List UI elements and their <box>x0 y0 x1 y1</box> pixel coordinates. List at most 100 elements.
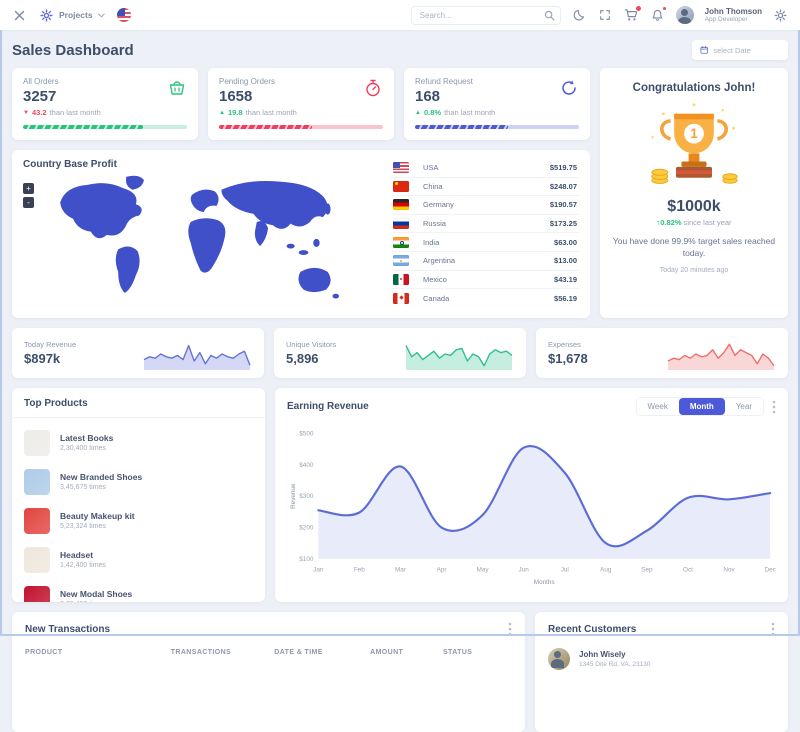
progress-bar <box>219 125 383 129</box>
us-flag-icon <box>393 162 409 174</box>
country-row: USA $519.75 <box>391 159 579 178</box>
in-flag-icon <box>393 236 409 248</box>
product-thumbnail <box>24 468 50 495</box>
close-icon[interactable] <box>12 8 27 23</box>
country-value: $43.19 <box>554 274 577 284</box>
stat-value: 1658 <box>219 88 253 105</box>
country-name: Russia <box>423 219 446 229</box>
mini-label: Expenses <box>548 340 581 349</box>
trophy-illustration: 1 <box>651 103 738 184</box>
de-flag-icon <box>393 199 409 211</box>
congrats-delta: ↑0.82% since last year <box>656 218 732 227</box>
top-products-title: Top Products <box>24 398 88 409</box>
settings-icon[interactable] <box>773 8 788 23</box>
user-avatar[interactable] <box>675 6 694 24</box>
date-input[interactable] <box>713 45 780 55</box>
mini-label: Today Revenue <box>24 340 77 349</box>
svg-text:Revenue: Revenue <box>290 483 297 509</box>
kebab-menu-icon[interactable] <box>508 622 512 636</box>
us-flag-icon[interactable] <box>116 8 131 22</box>
svg-text:$400: $400 <box>299 462 314 469</box>
congratulations-card: Congratulations John! 1 $1000k ↑0.82 <box>600 68 788 318</box>
gear-icon <box>39 8 54 23</box>
country-name: India <box>423 237 440 247</box>
product-thumbnail <box>24 585 50 602</box>
moon-icon[interactable] <box>572 8 587 23</box>
tab-week[interactable]: Week <box>636 398 679 415</box>
bell-badge <box>661 5 667 11</box>
congrats-title: Congratulations John! <box>632 82 756 94</box>
product-list-item[interactable]: New Branded Shoes 3,45,675 times <box>24 462 253 501</box>
product-thumbnail <box>24 429 50 456</box>
user-menu[interactable]: John Thomson App Developer <box>705 7 762 24</box>
map-zoom-out-button[interactable]: - <box>23 197 34 208</box>
new-transactions-title: New Transactions <box>25 623 111 635</box>
kebab-menu-icon[interactable] <box>771 622 775 636</box>
column-header: TRANSACTIONS <box>170 649 232 656</box>
tab-year[interactable]: Year <box>724 398 763 415</box>
bell-icon[interactable] <box>650 5 667 23</box>
country-list: USA $519.75 China $248.07 Germany $190.57 Russ… <box>391 159 579 309</box>
tab-month[interactable]: Month <box>678 398 725 415</box>
product-list-item[interactable]: Beauty Makeup kit 5,23,324 times <box>24 501 253 540</box>
stat-label: Pending Orders <box>219 77 276 86</box>
product-count: 3,45,675 times <box>60 484 106 491</box>
product-list-item[interactable]: New Modal Shoes 2,35,400 times <box>24 579 253 602</box>
recent-customers-card: Recent Customers John Wisely 1345 Dite R… <box>535 612 788 732</box>
svg-text:Months: Months <box>534 579 555 586</box>
earning-revenue-card: Earning Revenue Week Month Year $100 $200 $3… <box>275 388 788 602</box>
kebab-menu-icon[interactable] <box>772 400 776 414</box>
unique-visitors-card: Unique Visitors 5,896 <box>274 328 526 378</box>
search-input[interactable] <box>410 6 561 25</box>
column-header: AMOUNT <box>370 649 404 656</box>
cart-icon[interactable] <box>624 4 642 23</box>
svg-text:Jul: Jul <box>561 567 569 574</box>
country-name: Canada <box>423 293 450 303</box>
product-name: Latest Books <box>60 433 114 443</box>
stat-card-refund-request: Refund Request 168 ▲ 0.8% than last month <box>404 68 590 140</box>
country-value: $248.07 <box>549 181 577 191</box>
stat-delta: ▲ 19.8 than last month <box>219 108 297 117</box>
search-icon[interactable] <box>544 8 555 26</box>
trend-arrow-icon: ▲ <box>219 109 225 116</box>
svg-text:Dec: Dec <box>764 567 775 574</box>
progress-bar <box>23 125 187 129</box>
country-name: Germany <box>423 200 454 210</box>
transactions-table-header: PRODUCT TRANSACTIONS DATE & TIME AMOUNT STAT… <box>25 649 512 656</box>
svg-text:$300: $300 <box>299 493 314 500</box>
ca-flag-icon <box>393 292 409 304</box>
country-row: Germany $190.57 <box>391 196 579 215</box>
product-name: New Modal Shoes <box>60 589 133 599</box>
congrats-message: You have done 99.9% target sales reached… <box>612 236 776 258</box>
new-transactions-card: New Transactions PRODUCT TRANSACTIONS DATE… <box>12 612 525 732</box>
world-map[interactable] <box>23 172 381 309</box>
stopwatch-icon <box>363 78 383 103</box>
trend-arrow-icon: ▲ <box>415 109 421 116</box>
expenses-sparkline <box>667 343 775 370</box>
product-list-item[interactable]: Headset 1,42,400 times <box>24 540 253 579</box>
customer-name: John Wisely <box>579 650 626 659</box>
fullscreen-icon[interactable] <box>598 8 613 23</box>
refresh-icon[interactable] <box>559 78 579 103</box>
calendar-icon <box>700 46 708 54</box>
country-value: $13.00 <box>554 256 577 266</box>
stat-card-pending-orders: Pending Orders 1658 ▲ 19.8 than last month <box>208 68 394 140</box>
product-name: Beauty Makeup kit <box>60 511 135 521</box>
user-role: App Developer <box>704 15 748 23</box>
country-profit-title: Country Base Profit <box>23 159 117 170</box>
ar-flag-icon <box>393 255 409 267</box>
earning-period-tabs: Week Month Year <box>635 397 764 416</box>
svg-text:Mar: Mar <box>395 567 406 574</box>
today-revenue-card: Today Revenue $897k <box>12 328 264 378</box>
mini-value: $897k <box>24 351 61 366</box>
trend-arrow-icon: ▼ <box>23 109 29 116</box>
congrats-time: Today 20 minutes ago <box>659 266 729 274</box>
svg-text:Feb: Feb <box>354 567 365 574</box>
date-picker[interactable] <box>692 40 788 60</box>
stat-label: Refund Request <box>415 77 473 86</box>
map-zoom-in-button[interactable]: + <box>23 183 34 194</box>
projects-menu[interactable]: Projects <box>39 8 105 23</box>
customer-list-item[interactable]: John Wisely 1345 Dite Rd, VA, 23130 <box>548 648 775 670</box>
column-header: PRODUCT <box>25 649 63 656</box>
product-list-item[interactable]: Latest Books 2,30,400 times <box>24 423 253 462</box>
